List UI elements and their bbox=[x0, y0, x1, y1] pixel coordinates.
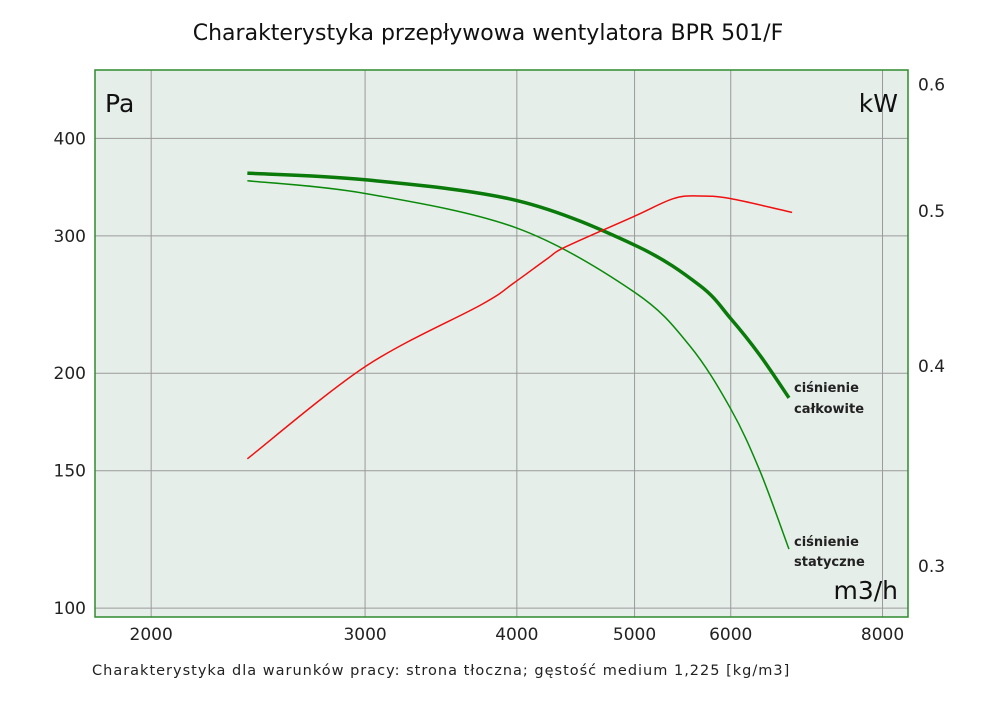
plot-area bbox=[95, 70, 908, 617]
y2-tick-label: 0.3 bbox=[918, 557, 945, 577]
y-tick-label: 200 bbox=[54, 364, 86, 384]
label-total-pressure-line2: całkowite bbox=[794, 402, 864, 417]
label-static-pressure-line2: statyczne bbox=[794, 555, 865, 570]
label-static-pressure: ciśnienie statyczne bbox=[794, 535, 865, 570]
x-tick-label: 3000 bbox=[343, 625, 386, 645]
footnote: Charakterystyka dla warunków pracy: stro… bbox=[92, 663, 790, 679]
y-tick-label: 400 bbox=[54, 129, 86, 149]
x-tick-label: 4000 bbox=[495, 625, 538, 645]
y2-tick-label: 0.5 bbox=[918, 202, 945, 222]
chart-title: Charakterystyka przepływowa wentylatora … bbox=[193, 21, 783, 46]
series-line-ciśnienie-całkowite bbox=[247, 171, 791, 399]
y2-tick-label: 0.6 bbox=[918, 75, 945, 95]
x-tick-label: 8000 bbox=[861, 625, 904, 645]
label-total-pressure: ciśnienie całkowite bbox=[794, 381, 864, 417]
series-line-ciśnienie-statyczne bbox=[247, 180, 790, 550]
y-tick-label: 300 bbox=[54, 227, 86, 247]
series-line-moc bbox=[246, 195, 793, 460]
y2-axis-unit-kw: kW bbox=[859, 89, 898, 118]
x-tick-label: 5000 bbox=[613, 625, 656, 645]
tick-labels: 2000 3000 4000 5000 6000 8000 100 150 200 300 400 0… bbox=[54, 75, 946, 645]
y-axis-unit-pa: Pa bbox=[105, 89, 134, 118]
x-tick-label: 6000 bbox=[709, 625, 752, 645]
label-total-pressure-line1: ciśnienie bbox=[794, 381, 859, 396]
plot-border bbox=[94, 69, 909, 618]
grid bbox=[95, 70, 908, 617]
curves bbox=[246, 171, 793, 550]
label-static-pressure-line1: ciśnienie bbox=[794, 535, 859, 550]
y-tick-label: 150 bbox=[54, 462, 86, 482]
y-tick-label: 100 bbox=[54, 599, 86, 619]
y2-tick-label: 0.4 bbox=[918, 357, 945, 377]
x-axis-unit-m3h: m3/h bbox=[833, 576, 898, 605]
x-tick-label: 2000 bbox=[130, 625, 173, 645]
